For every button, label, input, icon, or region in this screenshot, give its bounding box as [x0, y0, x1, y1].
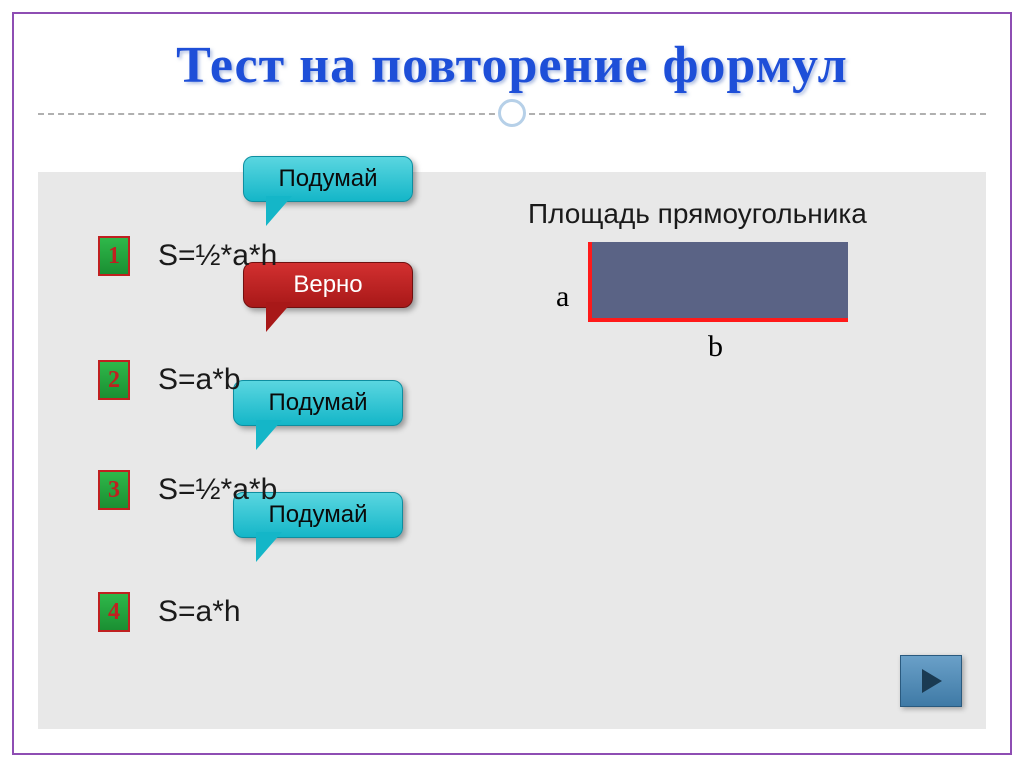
feedback-callout-3: Подумай [233, 380, 403, 426]
answer-number-badge: 2 [98, 360, 130, 400]
answer-number-badge: 1 [98, 236, 130, 276]
content-area: Подумай Верно Подумай Подумай 1 S=½*a*h … [38, 172, 986, 729]
feedback-callout-1: Подумай [243, 156, 413, 202]
answer-number-badge: 3 [98, 470, 130, 510]
answer-option-1[interactable]: 1 S=½*a*h [98, 236, 277, 276]
answer-number-badge: 4 [98, 592, 130, 632]
answer-formula: S=½*a*h [158, 239, 277, 273]
answer-option-2[interactable]: 2 S=a*b [98, 360, 241, 400]
answer-formula: S=a*h [158, 595, 241, 629]
callout-label: Подумай [268, 389, 367, 417]
callout-label: Подумай [278, 165, 377, 193]
divider-circle-icon [498, 99, 526, 127]
answer-option-3[interactable]: 3 S=½*a*b [98, 470, 277, 510]
slide-title: Тест на повторение формул [14, 36, 1010, 95]
rectangle-label-a: a [556, 280, 569, 314]
rectangle-diagram [588, 242, 848, 322]
answer-formula: S=½*a*b [158, 473, 277, 507]
answer-option-4[interactable]: 4 S=a*h [98, 592, 241, 632]
slide-frame: Тест на повторение формул Подумай Верно … [12, 12, 1012, 755]
divider [14, 113, 1010, 115]
callout-label: Верно [293, 271, 362, 299]
question-text: Площадь прямоугольника [528, 198, 867, 230]
next-button[interactable] [900, 655, 962, 707]
answer-formula: S=a*b [158, 363, 241, 397]
callout-label: Подумай [268, 501, 367, 529]
rectangle-label-b: b [708, 330, 723, 364]
play-icon [916, 666, 946, 696]
